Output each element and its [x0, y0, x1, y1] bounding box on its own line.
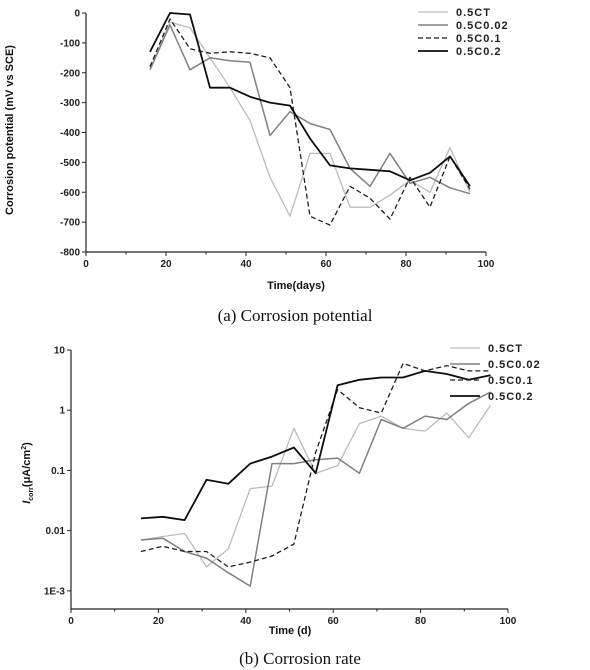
legend-label-0.5C0.2: 0.5C0.2 — [488, 391, 534, 403]
y-tick-label: 0.01 — [46, 526, 66, 537]
y-tick-label: 1E-3 — [44, 586, 66, 597]
ylabel-b-sup: 2 — [21, 446, 28, 450]
legend-label-0.5CT: 0.5CT — [488, 343, 523, 355]
chart-corrosion-rate: 0 20 40 60 80 100 10 1 0.1 0.01 1E-3 0.5CT 0.5C0.02 0… — [44, 343, 541, 627]
x-tick-label: 40 — [240, 616, 252, 627]
y-tick-label: -600 — [60, 188, 80, 199]
x-tick-label: 100 — [500, 616, 517, 627]
xlabel-a: Time(days) — [267, 280, 325, 292]
legend-label-0.5C0.2: 0.5C0.2 — [456, 46, 502, 58]
y-tick-label: 1 — [59, 406, 65, 417]
x-tick-label: 100 — [478, 259, 495, 270]
series-line-0.5C0.2 — [149, 12, 471, 187]
x-tick-label: 20 — [153, 616, 165, 627]
series-line-0.5C0.1 — [140, 362, 491, 568]
y-tick-label: -100 — [60, 38, 80, 49]
ylabel-b: Icorr(μA/cm2) — [21, 442, 35, 504]
ylabel-b-sub: corr — [28, 487, 35, 501]
legend-label-0.5C0.1: 0.5C0.1 — [488, 375, 534, 387]
x-tick-label: 60 — [328, 616, 340, 627]
x-tick-label: 40 — [240, 259, 252, 270]
y-tick-label: 0 — [74, 9, 80, 20]
series-line-0.5CT — [140, 405, 492, 568]
x-tick-label: 80 — [415, 616, 427, 627]
y-tick-label: -400 — [60, 128, 80, 139]
legend-label-0.5C0.02: 0.5C0.02 — [488, 359, 541, 371]
series-line-0.5C0.1 — [149, 18, 471, 226]
x-tick-label: 0 — [68, 616, 74, 627]
legend-label-0.5C0.1: 0.5C0.1 — [456, 33, 502, 45]
ylabel-b-main: I — [21, 500, 33, 504]
series-line-0.5C0.02 — [140, 391, 491, 587]
x-tick-label: 20 — [160, 259, 172, 270]
y-tick-label: -300 — [60, 98, 80, 109]
y-tick-label: -500 — [60, 158, 80, 169]
y-tick-label: -200 — [60, 68, 80, 79]
series-line-0.5C0.2 — [140, 369, 491, 521]
caption-a: (a) Corrosion potential — [218, 306, 373, 325]
caption-b: (b) Corrosion rate — [239, 649, 361, 668]
chart-corrosion-potential: 0 20 40 60 80 100 0 -100 -200 -300 -400 -500 -600 -70… — [60, 7, 509, 270]
ylabel-b-rest: (μA/cm — [21, 450, 33, 488]
x-tick-label: 80 — [400, 259, 412, 270]
y-tick-label: 0.1 — [51, 466, 65, 477]
series-line-0.5CT — [149, 21, 471, 217]
x-tick-label: 60 — [320, 259, 332, 270]
ylabel-b-end: ) — [21, 442, 33, 446]
y-tick-label: 10 — [54, 346, 66, 357]
y-tick-label: -700 — [60, 218, 80, 229]
x-tick-label: 0 — [83, 259, 89, 270]
legend-label-0.5C0.02: 0.5C0.02 — [456, 20, 509, 32]
y-tick-label: -800 — [60, 248, 80, 259]
xlabel-b: Time (d) — [269, 625, 312, 637]
ylabel-a: Corrosion potential (mV vs SCE) — [4, 45, 16, 215]
legend-label-0.5CT: 0.5CT — [456, 7, 491, 19]
